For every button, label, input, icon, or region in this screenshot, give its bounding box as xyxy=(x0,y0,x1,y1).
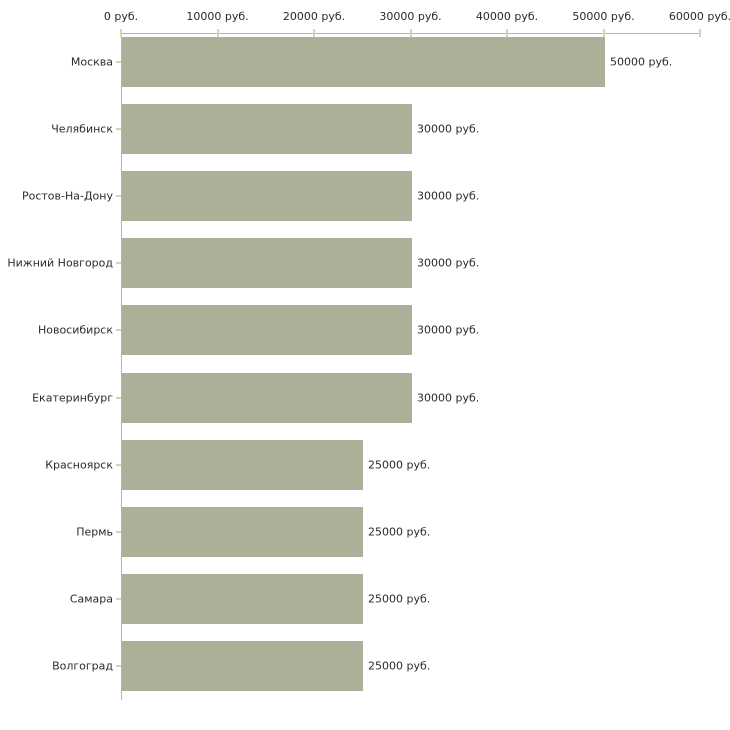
x-tick-mark xyxy=(506,29,508,37)
y-tick-mark xyxy=(116,128,121,130)
y-tick-mark xyxy=(116,262,121,264)
x-tick-label: 40000 руб. xyxy=(475,10,539,23)
bar-Самара xyxy=(122,574,363,624)
x-tick-mark xyxy=(216,29,219,37)
bar-Екатеринбург xyxy=(122,373,412,423)
category-label: Москва xyxy=(70,55,113,69)
bar-Волгоград xyxy=(122,641,363,691)
value-label: 25000 руб. xyxy=(368,525,431,539)
value-label: 25000 руб. xyxy=(368,592,431,606)
y-tick-mark xyxy=(116,598,121,600)
bar-Ростов-На-Дону xyxy=(122,171,412,221)
x-tick-mark xyxy=(313,29,315,37)
category-label: Пермь xyxy=(76,525,113,539)
bar-Москва xyxy=(122,37,605,87)
category-label: Самара xyxy=(69,592,113,606)
value-label: 30000 руб. xyxy=(417,122,480,136)
category-label: Нижний Новгород xyxy=(7,256,113,270)
x-tick-label: 30000 руб. xyxy=(379,10,442,23)
bar-Нижний Новгород xyxy=(122,238,412,288)
category-label: Челябинск xyxy=(51,122,113,136)
bar-Новосибирск xyxy=(122,305,412,355)
value-label: 30000 руб. xyxy=(417,189,480,203)
x-tick-mark xyxy=(120,29,122,37)
y-tick-mark xyxy=(116,61,121,63)
value-label: 30000 руб. xyxy=(417,323,480,337)
y-tick-mark xyxy=(116,195,121,197)
value-label: 30000 руб. xyxy=(417,256,480,270)
y-tick-mark xyxy=(116,531,121,533)
x-tick-mark xyxy=(699,29,701,37)
bar-Красноярск xyxy=(122,440,363,490)
y-tick-mark xyxy=(116,464,121,466)
bar-Пермь xyxy=(122,507,363,557)
value-label: 25000 руб. xyxy=(368,458,431,472)
y-tick-mark xyxy=(116,329,121,331)
value-label: 25000 руб. xyxy=(368,659,431,673)
y-axis-line xyxy=(121,33,122,700)
x-tick-mark xyxy=(602,29,605,37)
category-label: Новосибирск xyxy=(37,323,113,337)
x-tick-label: 20000 руб. xyxy=(282,10,346,23)
x-tick-mark xyxy=(409,29,412,37)
x-tick-label: 10000 руб. xyxy=(186,10,249,23)
category-label: Ростов-На-Дону xyxy=(21,189,113,203)
value-label: 30000 руб. xyxy=(417,391,480,405)
y-tick-mark xyxy=(116,665,121,667)
x-tick-label: 50000 руб. xyxy=(572,10,635,23)
x-tick-label: 0 руб. xyxy=(103,10,139,23)
bar-Челябинск xyxy=(122,104,412,154)
category-label: Екатеринбург xyxy=(32,391,113,405)
x-tick-label: 60000 руб. xyxy=(668,10,730,23)
y-tick-mark xyxy=(116,397,121,399)
category-label: Волгоград xyxy=(52,659,113,673)
value-label: 50000 руб. xyxy=(610,55,673,69)
category-label: Красноярск xyxy=(45,458,113,472)
